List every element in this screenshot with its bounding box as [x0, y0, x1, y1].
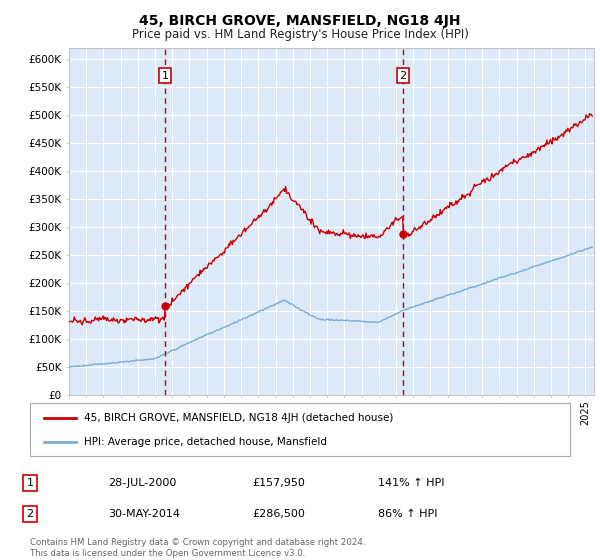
Text: 1: 1 [161, 71, 169, 81]
Text: 1: 1 [26, 478, 34, 488]
FancyBboxPatch shape [30, 403, 570, 456]
Text: Price paid vs. HM Land Registry's House Price Index (HPI): Price paid vs. HM Land Registry's House … [131, 28, 469, 41]
Text: 28-JUL-2000: 28-JUL-2000 [108, 478, 176, 488]
Text: Contains HM Land Registry data © Crown copyright and database right 2024.: Contains HM Land Registry data © Crown c… [30, 538, 365, 547]
Text: 45, BIRCH GROVE, MANSFIELD, NG18 4JH: 45, BIRCH GROVE, MANSFIELD, NG18 4JH [139, 14, 461, 28]
Text: 2: 2 [26, 509, 34, 519]
Text: 45, BIRCH GROVE, MANSFIELD, NG18 4JH (detached house): 45, BIRCH GROVE, MANSFIELD, NG18 4JH (de… [84, 413, 394, 423]
Text: 2: 2 [400, 71, 407, 81]
Text: 30-MAY-2014: 30-MAY-2014 [108, 509, 180, 519]
Text: 141% ↑ HPI: 141% ↑ HPI [378, 478, 445, 488]
Text: £286,500: £286,500 [252, 509, 305, 519]
Text: 86% ↑ HPI: 86% ↑ HPI [378, 509, 437, 519]
Text: HPI: Average price, detached house, Mansfield: HPI: Average price, detached house, Mans… [84, 437, 327, 447]
Text: This data is licensed under the Open Government Licence v3.0.: This data is licensed under the Open Gov… [30, 549, 305, 558]
Text: £157,950: £157,950 [252, 478, 305, 488]
